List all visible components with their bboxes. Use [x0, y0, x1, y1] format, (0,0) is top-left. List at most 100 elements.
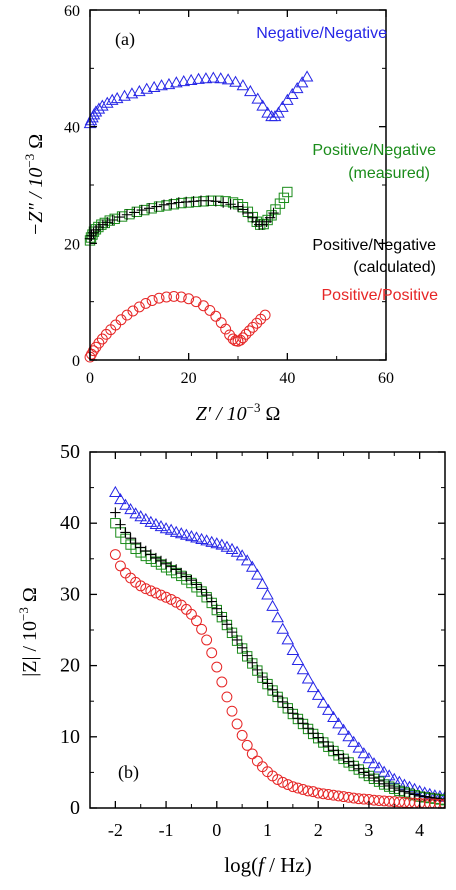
panel-a-series-0-point [110, 91, 124, 104]
panel-b-series-3-point [109, 549, 121, 560]
panel-b-series-0-point [134, 510, 148, 522]
panel-a-y-axis-label: −Z″ / 10−3 Ω [22, 134, 47, 236]
panel-b-series-0-point [230, 545, 244, 557]
panel-a-series-2-point [121, 209, 133, 220]
panel-b-series-2-point [404, 787, 415, 799]
panel-b-series-0-point [271, 611, 284, 623]
panel-a-series-0-point [184, 73, 198, 85]
panel-b-series-2-point [196, 584, 207, 595]
panel-a-y-tick-label: 20 [64, 236, 80, 253]
panel-a-series-2-point [144, 203, 155, 214]
panel-b-series-2-point [384, 780, 395, 792]
panel-b-series-0-point [215, 538, 229, 550]
panel-b-y-tick-label: 40 [60, 512, 80, 534]
panel-a-series-0-point [300, 70, 314, 82]
panel-b-series-2-point [297, 718, 309, 729]
panel-b-series-0-point [261, 588, 274, 600]
panel-b-series-3-point [145, 585, 157, 597]
panel-a-series-3-point [247, 321, 259, 333]
panel-b-series-3-point [246, 748, 258, 760]
panel-b-series-3-point [140, 583, 152, 595]
panel-a-series-0-point [125, 87, 139, 99]
panel-b-series-3-point [196, 623, 208, 635]
panel-b-series-0-point [337, 723, 350, 735]
panel-b-series-2-point [358, 767, 370, 778]
panel-a-series-0-point [118, 89, 131, 101]
panel-a-x-label-exp: −3 [247, 400, 261, 415]
panel-a-series-2-point [107, 214, 118, 226]
panel-a-series-3-point [133, 301, 145, 313]
panel-b-series-2-point [272, 691, 283, 702]
panel-a-series-2-point [173, 197, 184, 208]
panel-a-series-0-point [214, 72, 228, 84]
panel-b-marks [109, 485, 445, 808]
panel-a-y-tick-label: 60 [64, 3, 80, 20]
panel-a-series-3-point [140, 297, 152, 309]
panel-b-series-0-point [342, 730, 355, 742]
panel-a-series-3-point [168, 290, 180, 302]
panel-a-series-3-point [161, 291, 172, 303]
panel-b-series-3-point [297, 784, 309, 795]
panel-a-x-tick-label: 0 [86, 370, 94, 387]
panel-a-series-0-point [92, 102, 106, 114]
panel-b-series-3-point [206, 647, 218, 659]
panel-b-series-2-point [302, 723, 314, 734]
panel-b-x-tick-label: -1 [159, 820, 174, 840]
panel-b-series-0-point [367, 757, 381, 769]
panel-a-series-1-point [183, 197, 194, 208]
panel-b-series-0-point [362, 752, 376, 764]
panel-b-series-2-point [394, 785, 405, 796]
panel-b-series-2-point [120, 527, 131, 538]
panel-a-series-0-point [221, 73, 235, 85]
panel-b-series-3-point [236, 729, 248, 741]
panel-b-series-3-point [155, 589, 167, 601]
panel-a-x-tick-label: 20 [181, 370, 197, 387]
panel-a-x-label-main: Z′ / 10 [196, 403, 247, 425]
panel-b-series-2-point [186, 574, 197, 586]
panel-b-series-2-point [318, 736, 329, 747]
panel-b-series-0-point [377, 765, 391, 777]
panel-a-x-tick-label: 40 [279, 370, 295, 387]
panel-a-series-1-point [278, 192, 290, 204]
panel-b-series-0-point [291, 653, 305, 666]
panel-a-series-3-point [237, 332, 249, 344]
panel-a-series-3-point [127, 305, 139, 317]
panel-b-y-axis-label: |Z| / 10−3 Ω [16, 587, 41, 677]
panel-a-series-0-point [207, 71, 220, 83]
panel-b-series-3-point [165, 593, 177, 605]
panel-b-series-2-point [247, 657, 258, 668]
panel-a-series-2-point [210, 196, 221, 207]
panel-b-series-3-point [216, 676, 228, 688]
panel-a-series-0-point [155, 79, 168, 91]
panel-b-series-2-point [399, 786, 410, 797]
panel-b-x-tick-label: 4 [415, 820, 424, 840]
panel-a-series-0-point [133, 84, 146, 97]
panel-a-series-3-point [243, 325, 255, 337]
panel-b-series-2-point [155, 555, 167, 567]
annotation-positive-negative-measured-1: Positive/Negative [312, 142, 436, 159]
panel-b-series-2-point [125, 532, 136, 544]
panel-b-series-2-point [267, 684, 278, 696]
annotation-positive-negative-measured-2: (measured) [348, 165, 430, 182]
panel-a-y-label-unit: Ω [25, 134, 47, 154]
panel-a-series-3-point [210, 310, 222, 322]
panel-a-marks [83, 70, 314, 363]
panel-b-series-2-point [323, 740, 334, 752]
panel-b-series-2-point [115, 519, 126, 530]
panel-a-series-0-point [162, 77, 176, 90]
panel-a-series-2-point [268, 207, 279, 219]
panel-b-series-0-point [322, 703, 335, 715]
panel-a-series-3-point [224, 329, 236, 341]
panel-a-series-2-point [188, 196, 199, 207]
panel-b-series-0-point [220, 540, 234, 552]
panel-b-series-0 [109, 485, 445, 802]
panel-a-series-0-point [268, 110, 282, 122]
panel-b-series-3-point [292, 782, 304, 794]
panel-a-series-0-point [276, 100, 289, 112]
panel-b-series-2 [110, 507, 445, 805]
panel-b-series-0-point [281, 633, 295, 645]
panel-b-series-3-point [277, 776, 289, 788]
panel-a-nyquist-plot: 0 20 40 60 0 20 40 60 (a) Negative/Negative Pos… [22, 3, 438, 425]
panel-b-series-3-point [307, 786, 319, 798]
panel-a-series-2-point [158, 199, 170, 211]
